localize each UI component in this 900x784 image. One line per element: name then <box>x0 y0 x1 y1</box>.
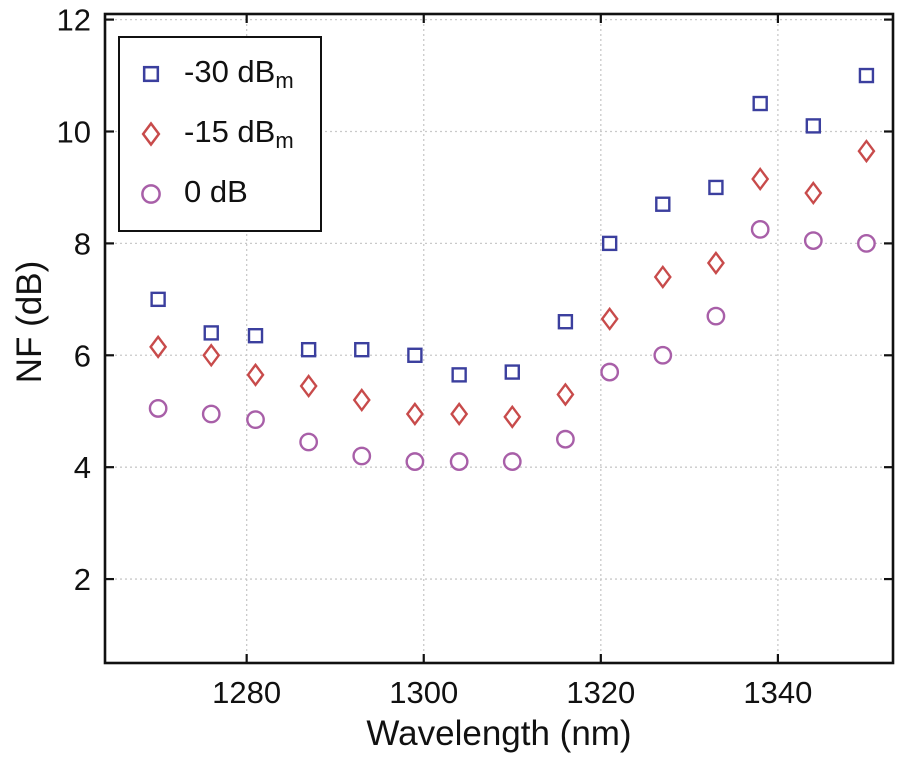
data-point-circle <box>299 432 319 452</box>
legend: -30 dBm -15 dBm 0 dB <box>118 36 322 232</box>
data-point-diamond <box>503 404 522 429</box>
data-point-circle <box>653 345 673 365</box>
data-point-circle <box>201 404 221 424</box>
plot-border <box>103 12 895 665</box>
data-point-circle <box>141 184 161 204</box>
data-point-square <box>601 235 618 252</box>
x-axis-label: Wavelength (nm) <box>366 714 632 753</box>
x-tick-label: 1320 <box>566 675 635 710</box>
data-point-square <box>858 67 875 84</box>
tick-labels: 1280 1300 1320 1340 2 4 6 8 10 12 <box>57 3 813 710</box>
x-tick-label: 1340 <box>743 675 812 710</box>
square-marker-icon <box>134 57 168 91</box>
data-point-diamond <box>751 167 770 192</box>
y-tick-label: 10 <box>57 114 91 149</box>
series--15-dbm <box>149 139 876 429</box>
y-tick-label: 6 <box>74 338 91 373</box>
data-point-diamond <box>246 362 265 387</box>
data-point-diamond <box>857 139 876 164</box>
data-point-square <box>142 65 160 83</box>
data-point-diamond <box>405 402 424 427</box>
series-0-db <box>148 220 876 471</box>
data-point-circle <box>556 429 575 449</box>
legend-label: 0 dB <box>184 174 248 209</box>
data-point-square <box>247 328 264 344</box>
data-point-diamond <box>352 388 371 413</box>
data-point-square <box>752 95 768 112</box>
data-point-circle <box>352 446 372 466</box>
data-point-circle <box>246 410 265 430</box>
data-point-square <box>354 341 370 358</box>
legend-label: -15 dBm <box>184 114 294 153</box>
data-point-circle <box>750 220 770 239</box>
data-point-circle <box>803 231 823 250</box>
legend-item-15dbm: -15 dBm <box>134 108 294 160</box>
y-tick-label: 12 <box>57 3 91 38</box>
data-point-square <box>451 367 467 383</box>
series--30-dbm <box>150 67 875 383</box>
data-point-circle <box>857 233 876 253</box>
axis-ticks <box>105 14 893 663</box>
data-point-square <box>300 341 317 358</box>
data-point-diamond <box>706 250 725 275</box>
data-point-square <box>655 196 671 212</box>
x-tick-label: 1280 <box>212 675 281 710</box>
y-tick-label: 4 <box>74 450 91 485</box>
legend-label: -30 dBm <box>184 54 294 93</box>
data-point-circle <box>405 452 425 471</box>
legend-item-0db: 0 dB <box>134 168 294 220</box>
data-point-circle <box>706 306 726 326</box>
data-point-diamond <box>202 343 221 368</box>
y-tick-label: 8 <box>74 226 91 261</box>
data-point-circle <box>600 362 620 382</box>
data-point-diamond <box>653 264 672 289</box>
diamond-marker-icon <box>134 117 168 151</box>
data-point-diamond <box>600 306 619 331</box>
data-point-circle <box>449 452 469 471</box>
data-point-square <box>407 347 423 363</box>
data-point-diamond <box>299 374 318 399</box>
data-point-square <box>203 325 219 341</box>
y-axis-label: NF (dB) <box>10 260 49 384</box>
data-point-square <box>150 291 166 308</box>
data-point-circle <box>502 452 522 471</box>
data-point-diamond <box>141 121 161 147</box>
x-tick-label: 1300 <box>389 675 458 710</box>
legend-item-30dbm: -30 dBm <box>134 48 294 100</box>
data-point-diamond <box>556 382 575 407</box>
data-point-circle <box>148 399 168 418</box>
data-point-diamond <box>804 181 823 206</box>
y-tick-label: 2 <box>74 562 91 597</box>
data-point-square <box>805 118 822 134</box>
data-point-square <box>557 314 574 330</box>
data-point-diamond <box>149 334 168 359</box>
data-point-square <box>708 179 724 196</box>
data-point-square <box>504 364 520 380</box>
circle-marker-icon <box>134 177 168 211</box>
data-point-diamond <box>450 402 469 427</box>
